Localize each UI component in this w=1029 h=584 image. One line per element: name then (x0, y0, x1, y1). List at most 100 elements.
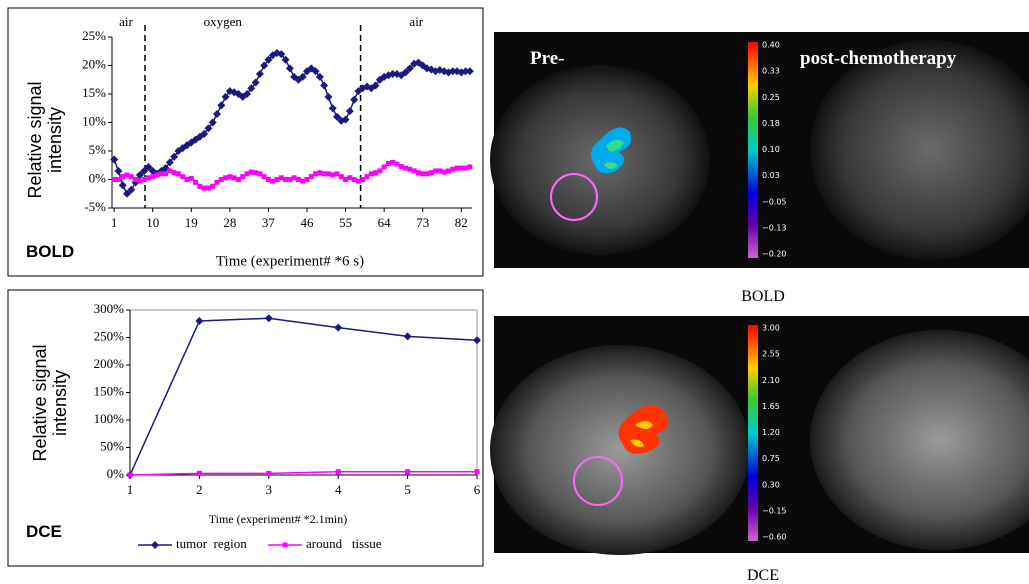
data-point (110, 156, 118, 164)
y-tick-label: 300% (94, 301, 125, 316)
data-point (257, 171, 262, 176)
y-tick-label: 15% (82, 85, 106, 100)
data-point (172, 170, 177, 175)
data-point (429, 170, 434, 175)
data-point (403, 166, 408, 171)
data-point (300, 179, 305, 184)
data-point (223, 175, 228, 180)
data-point (336, 469, 341, 474)
y-tick-label: -5% (84, 199, 106, 214)
figure: Pre- post-chemotherapy BOLD DCE 0.400.33… (0, 0, 1029, 584)
data-point (176, 171, 181, 176)
x-tick-label: 19 (185, 215, 198, 230)
data-point (137, 179, 142, 184)
data-point (343, 177, 348, 182)
data-point (296, 177, 301, 182)
data-point (377, 168, 382, 173)
data-point (373, 170, 378, 175)
data-point (395, 162, 400, 167)
data-point (334, 324, 342, 332)
data-point (114, 167, 122, 175)
pre-label: Pre- (530, 48, 564, 69)
data-point (382, 164, 387, 169)
colorbar-label: 0.75 (762, 454, 780, 463)
data-point (292, 175, 297, 180)
phase-annotation: oxygen (204, 14, 243, 29)
legend-label: around tissue (306, 536, 382, 551)
image-caption: BOLD (741, 288, 785, 305)
data-point (317, 170, 322, 175)
data-point (112, 177, 117, 182)
data-point (399, 164, 404, 169)
data-point (180, 174, 185, 179)
phase-annotation: air (119, 14, 133, 29)
x-tick-label: 64 (378, 215, 392, 230)
data-point (442, 170, 447, 175)
data-point (365, 174, 370, 179)
x-tick-label: 1 (127, 482, 134, 497)
data-point (287, 177, 292, 182)
y-tick-label: 10% (82, 113, 106, 128)
x-tick-label: 6 (474, 482, 481, 497)
data-point (256, 70, 264, 78)
colorbar-label: −0.05 (762, 197, 787, 206)
data-point (446, 168, 451, 173)
data-point (463, 166, 468, 171)
colorbar-label: 1.65 (762, 402, 780, 411)
phase-annotation: air (409, 14, 423, 29)
data-point (347, 175, 352, 180)
data-point (405, 469, 410, 474)
data-point (236, 177, 241, 182)
data-point (125, 172, 130, 177)
y-tick-label: 0% (107, 466, 125, 481)
data-point (120, 174, 125, 179)
data-point (450, 167, 455, 172)
colorbar-label: 1.20 (762, 428, 780, 437)
data-point (455, 166, 460, 171)
data-point (197, 471, 202, 476)
data-point (270, 179, 275, 184)
data-point (283, 177, 288, 182)
data-point (240, 174, 245, 179)
data-point (425, 171, 430, 176)
x-tick-label: 55 (339, 215, 352, 230)
data-point (202, 186, 207, 191)
data-point (330, 172, 335, 177)
data-point (163, 171, 168, 176)
x-tick-label: 5 (404, 482, 411, 497)
bold-chart-frame (8, 8, 483, 276)
colorbar-label: −0.15 (762, 506, 787, 515)
colorbar-label: 0.40 (762, 41, 780, 50)
colorbar-label: −0.20 (762, 250, 787, 259)
data-point (412, 168, 417, 173)
data-point (326, 171, 331, 176)
data-point (227, 174, 232, 179)
data-point (262, 174, 267, 179)
colorbar-label: 3.00 (762, 324, 780, 333)
y-tick-label: 100% (94, 411, 125, 426)
plot-border (130, 310, 477, 475)
colorbar-label: 0.18 (762, 119, 780, 128)
figure-canvas: Pre- post-chemotherapy BOLD DCE 0.400.33… (0, 0, 1029, 584)
data-point (219, 177, 224, 182)
y-tick-label: 250% (94, 328, 125, 343)
data-point (407, 167, 412, 172)
x-tick-label: 3 (266, 482, 273, 497)
data-point (119, 181, 127, 189)
data-point (116, 177, 121, 182)
dce-image (490, 316, 1029, 555)
data-point (266, 471, 271, 476)
data-point (215, 180, 220, 185)
data-point (286, 64, 294, 72)
data-point (320, 81, 328, 89)
data-point (129, 174, 134, 179)
data-point (309, 174, 314, 179)
colorbar-label: 2.55 (762, 350, 780, 359)
y-tick-label: 200% (94, 356, 125, 371)
data-point (433, 168, 438, 173)
y-tick-label: 5% (89, 142, 107, 157)
x-tick-label: 10 (146, 215, 159, 230)
data-point (128, 473, 133, 478)
data-point (360, 177, 365, 182)
data-point (266, 177, 271, 182)
